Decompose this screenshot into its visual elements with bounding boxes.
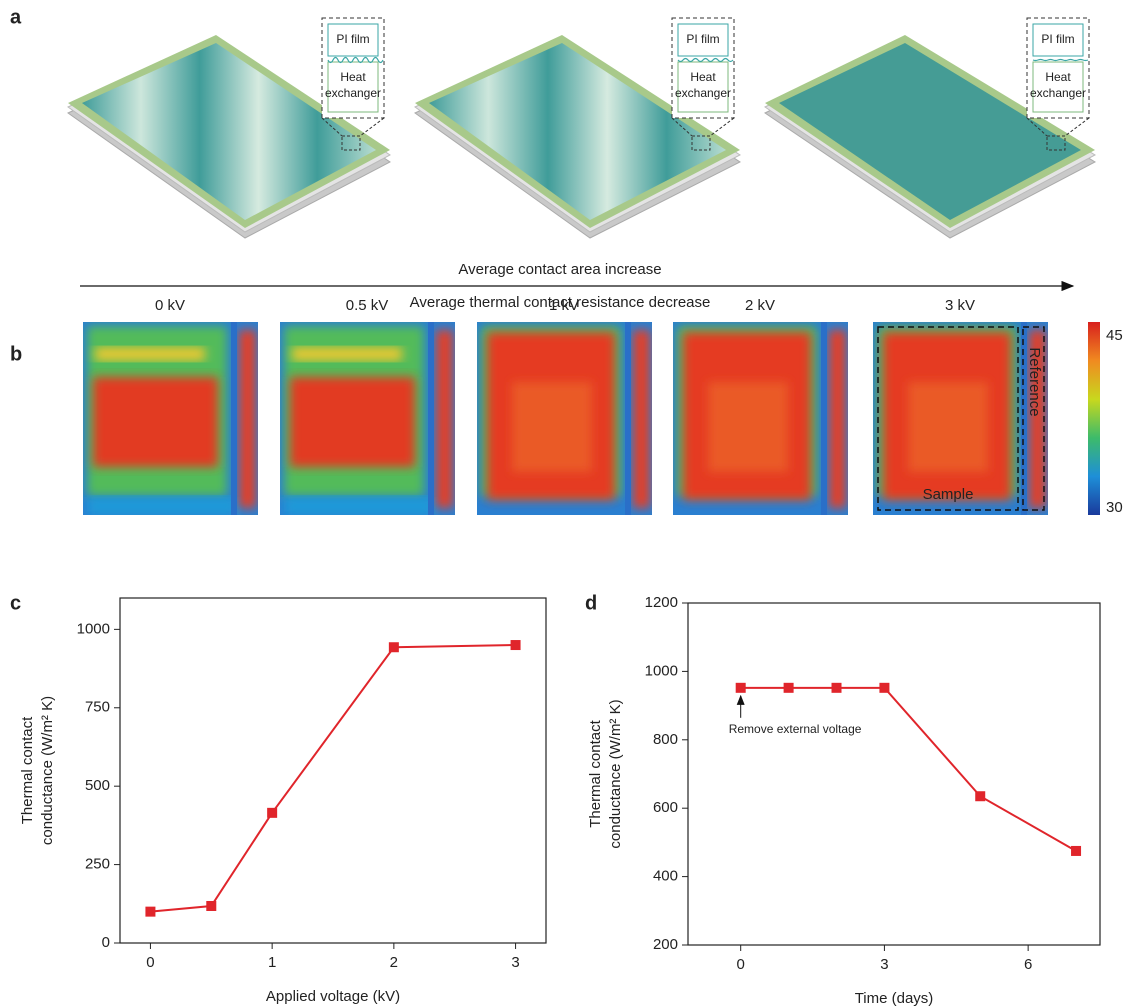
map-hot <box>708 382 788 472</box>
x-tick-label: 2 <box>390 954 398 971</box>
map-hot <box>93 377 218 467</box>
inset-label: exchanger <box>325 86 381 100</box>
y-tick-label: 500 <box>85 777 110 794</box>
x-axis-label: Time (days) <box>855 990 934 1006</box>
y-tick-label: 800 <box>653 731 678 748</box>
inset-label: exchanger <box>675 86 731 100</box>
x-tick-label: 6 <box>1024 956 1032 973</box>
map-hot <box>290 377 415 467</box>
inset-connector <box>1065 118 1089 136</box>
x-tick-label: 1 <box>268 954 276 971</box>
map-label: 0.5 kV <box>346 297 389 314</box>
panel-label: a <box>10 6 22 28</box>
inset-label: PI film <box>686 32 719 46</box>
map-label: 2 kV <box>745 297 775 314</box>
map-warm <box>292 347 402 361</box>
x-tick-label: 3 <box>880 956 888 973</box>
map-label: 3 kV <box>945 297 975 314</box>
x-axis-label: Applied voltage (kV) <box>266 988 400 1005</box>
series-line <box>150 645 515 912</box>
y-tick-label: 400 <box>653 868 678 885</box>
map-reference <box>633 330 650 508</box>
panel-label: c <box>10 592 21 614</box>
map-label: 1 kV <box>549 297 579 314</box>
colorbar-label: 30 °C <box>1106 499 1127 516</box>
thermal-map <box>83 322 258 515</box>
plot-frame <box>120 598 546 943</box>
map-gap <box>428 322 434 515</box>
inset-connector <box>360 118 384 136</box>
inset-connector <box>710 118 734 136</box>
map-reference <box>436 330 453 508</box>
x-tick-label: 0 <box>737 956 745 973</box>
map-reference <box>829 330 846 508</box>
page: a b Average contact area increase Averag… <box>0 0 1127 1006</box>
data-point <box>511 640 521 650</box>
sample-label: Sample <box>923 486 974 503</box>
map-reference <box>239 330 256 508</box>
map-hot <box>512 382 592 472</box>
y-axis-label: Thermal contact <box>587 719 604 827</box>
y-axis-label: conductance (W/m² K) <box>607 699 624 848</box>
map-cool <box>87 497 237 515</box>
panel-label: b <box>10 343 22 365</box>
data-point <box>736 683 746 693</box>
map-warm <box>95 347 205 361</box>
inset-label: Heat <box>690 70 716 84</box>
map-gap <box>231 322 237 515</box>
inset-label: exchanger <box>1030 86 1086 100</box>
thermal-map <box>280 322 455 515</box>
data-point <box>206 901 216 911</box>
y-tick-label: 200 <box>653 936 678 953</box>
y-tick-label: 0 <box>102 934 110 951</box>
map-gap <box>821 322 827 515</box>
inset-label: Heat <box>340 70 366 84</box>
data-point <box>975 791 985 801</box>
inset-label: PI film <box>336 32 369 46</box>
map-label: 0 kV <box>155 297 185 314</box>
data-point <box>145 907 155 917</box>
y-axis-label: Thermal contact <box>19 716 36 824</box>
y-tick-label: 250 <box>85 856 110 873</box>
map-gap <box>625 322 631 515</box>
arrow-label: Average contact area increase <box>458 261 661 278</box>
y-axis-label: conductance (W/m² K) <box>39 696 56 845</box>
colorbar <box>1088 322 1100 515</box>
map-cool <box>284 497 434 515</box>
colorbar-label: 45 °C <box>1106 327 1127 344</box>
plot-frame <box>688 603 1100 945</box>
data-point <box>267 808 277 818</box>
y-tick-label: 600 <box>653 799 678 816</box>
panel-label: d <box>585 592 597 614</box>
x-tick-label: 0 <box>146 954 154 971</box>
inset-label: Heat <box>1045 70 1071 84</box>
data-point <box>1071 846 1081 856</box>
data-point <box>832 683 842 693</box>
thermal-map <box>673 322 848 515</box>
data-point <box>389 642 399 652</box>
data-point <box>784 683 794 693</box>
series-line <box>741 688 1076 851</box>
figure: a b Average contact area increase Averag… <box>0 0 1127 1006</box>
data-point <box>879 683 889 693</box>
y-tick-label: 1000 <box>77 620 110 637</box>
thermal-map <box>477 322 652 515</box>
y-tick-label: 750 <box>85 699 110 716</box>
y-tick-label: 1000 <box>645 662 678 679</box>
x-tick-label: 3 <box>511 954 519 971</box>
annotation: Remove external voltage <box>729 722 862 736</box>
map-hot <box>908 382 988 472</box>
inset-label: PI film <box>1041 32 1074 46</box>
reference-label: Reference <box>1026 347 1043 416</box>
y-tick-label: 1200 <box>645 594 678 611</box>
